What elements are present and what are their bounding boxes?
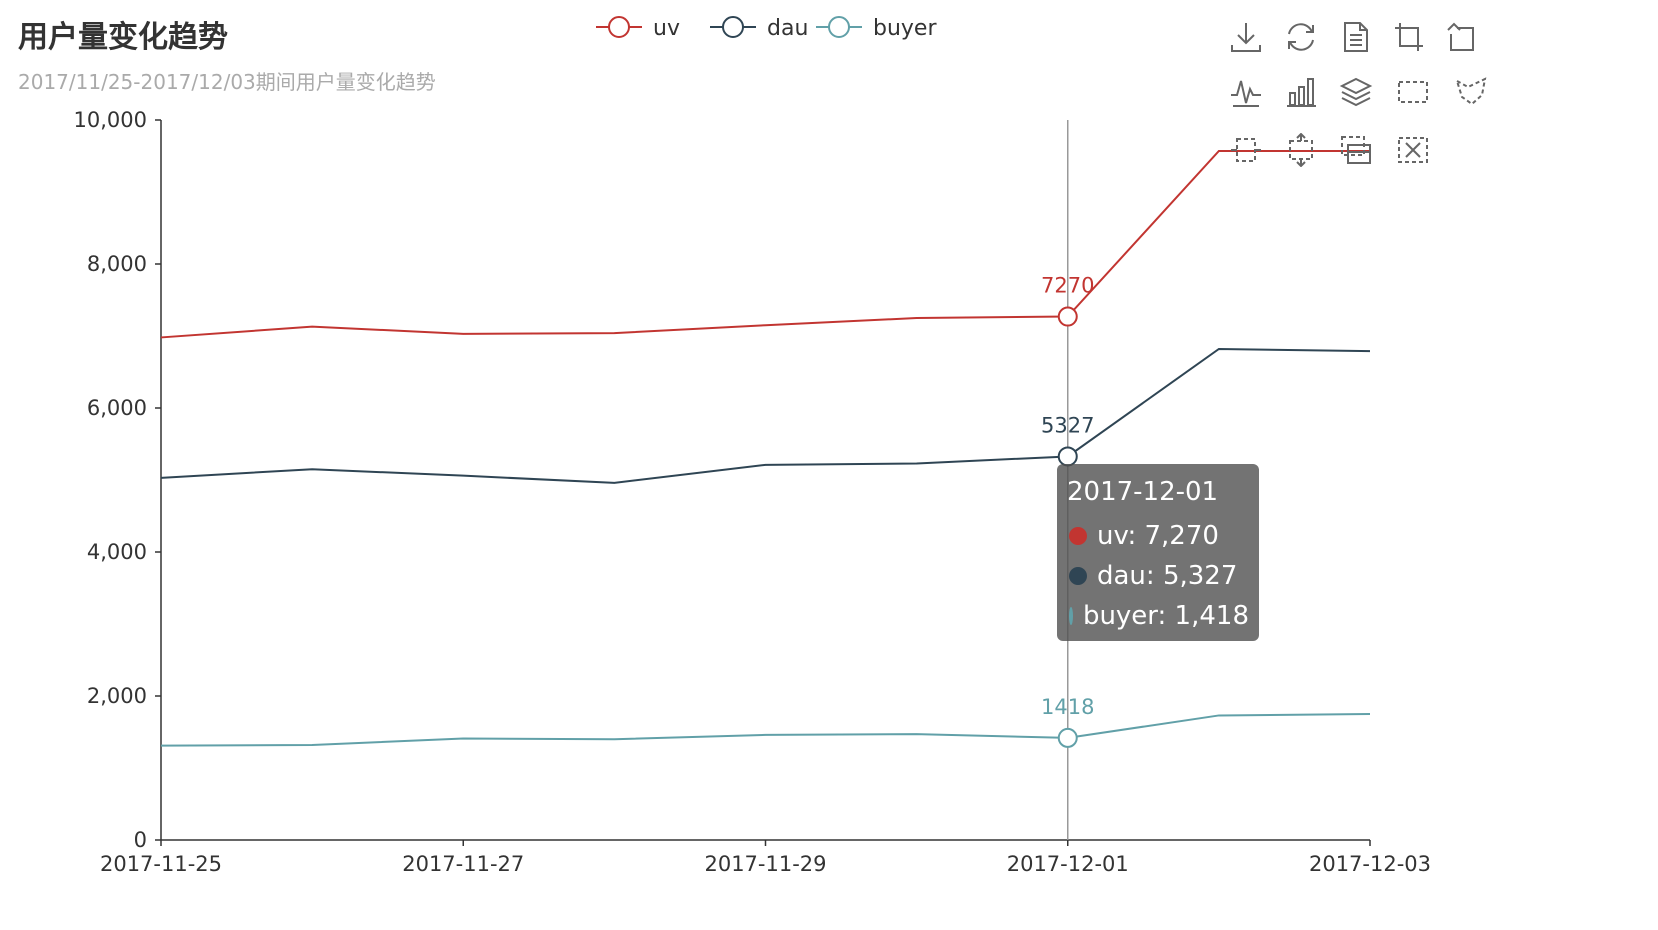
tooltip-dau-label: dau: 5,327 [1097,561,1238,591]
keep-selection-icon[interactable] [1339,133,1373,167]
brush-x-icon[interactable] [1229,133,1263,167]
legend-marker-buyer [828,16,850,38]
x-tick-label: 2017-11-25 [100,852,222,876]
tooltip-title: 2017-12-01 [1067,477,1219,507]
brush-y-icon[interactable] [1284,133,1318,167]
tooltip-row-buyer: buyer: 1,418 [1067,596,1249,636]
data-point-dau [1057,446,1078,467]
buyer-dot-icon [1069,607,1073,625]
legend-label-dau: dau [767,16,808,41]
data-label-buyer: 1418 [1041,695,1094,719]
x-tick-label: 2017-12-01 [1007,852,1129,876]
zoom-reset-icon[interactable] [1445,20,1479,54]
x-tick-label: 2017-11-27 [402,852,524,876]
clear-selection-icon[interactable] [1396,133,1430,167]
refresh-icon[interactable] [1284,20,1318,54]
legend-label-buyer: buyer [873,16,937,41]
x-tick-label: 2017-12-03 [1309,852,1431,876]
stack-icon[interactable] [1339,75,1373,109]
y-tick-label: 4,000 [87,540,147,564]
tooltip: 2017-12-01 uv: 7,270 dau: 5,327 buyer: 1… [1057,464,1259,641]
rect-select-icon[interactable] [1396,75,1430,109]
tooltip-row-dau: dau: 5,327 [1067,556,1249,596]
data-label-dau: 5327 [1041,413,1094,437]
dau-dot-icon [1069,567,1087,585]
legend-label-uv: uv [653,16,680,41]
x-tick-label: 2017-11-29 [704,852,826,876]
legend-marker-uv [608,16,630,38]
legend-marker-dau [722,16,744,38]
lasso-select-icon[interactable] [1454,75,1488,109]
data-point-buyer [1057,727,1078,748]
download-icon[interactable] [1229,20,1263,54]
y-tick-label: 2,000 [87,684,147,708]
zoom-icon[interactable] [1392,20,1426,54]
y-tick-label: 8,000 [87,252,147,276]
series-line-uv [160,149,1370,339]
y-tick-label: 0 [134,828,147,852]
y-tick-label: 6,000 [87,396,147,420]
tooltip-row-uv: uv: 7,270 [1067,516,1249,556]
series-line-dau [160,347,1371,484]
line-chart-icon[interactable] [1229,75,1263,109]
series-line-buyer [160,713,1371,747]
y-tick-label: 10,000 [74,108,147,132]
tooltip-uv-label: uv: 7,270 [1097,521,1219,551]
tooltip-buyer-label: buyer: 1,418 [1082,601,1249,631]
chart-title: 用户量变化趋势 [18,20,228,55]
uv-dot-icon [1069,527,1087,545]
data-view-icon[interactable] [1339,20,1373,54]
data-point-uv [1057,306,1078,327]
bar-chart-icon[interactable] [1284,75,1318,109]
data-label-uv: 7270 [1041,274,1094,298]
chart-subtitle: 2017/11/25-2017/12/03期间用户量变化趋势 [18,70,436,94]
